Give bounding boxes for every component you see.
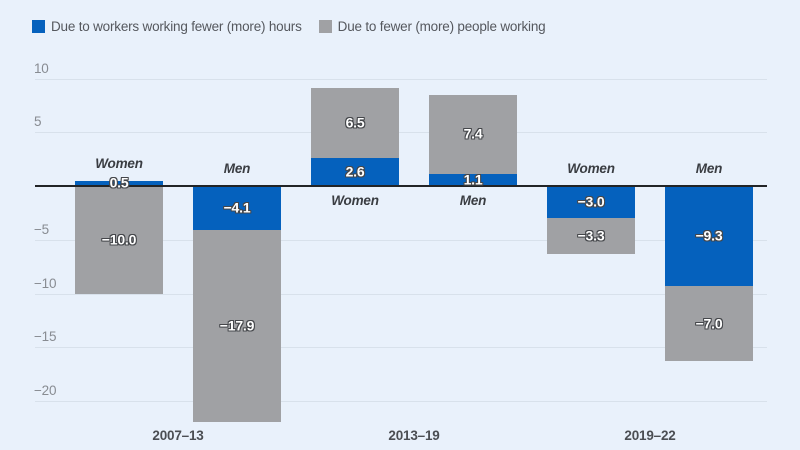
bar-value-label: 0.5 (109, 174, 129, 191)
bar-value-label: −7.0 (695, 315, 723, 332)
y-axis-tick-label: 10 (34, 61, 49, 76)
bar-segment-hours (193, 186, 281, 231)
legend-item-hours: Due to workers working fewer (more) hour… (32, 19, 302, 34)
legend-label-people: Due to fewer (more) people working (337, 19, 546, 34)
bar-segment-hours (75, 180, 163, 186)
bar-segment-hours (311, 158, 399, 186)
legend-label-hours: Due to workers working fewer (more) hour… (51, 19, 302, 34)
bar-value-label: −4.1 (223, 199, 251, 216)
bar-value-label: −3.0 (577, 193, 605, 210)
bar-value-label: −17.9 (219, 317, 255, 334)
bar-value-label: −10.0 (101, 231, 137, 248)
bar-segment-people (75, 186, 163, 294)
gridline (35, 132, 767, 133)
bar-value-label: 1.1 (463, 171, 483, 188)
bar-gender-label: Women (95, 155, 143, 171)
zero-axis-line (35, 185, 767, 187)
bar-value-label: −9.3 (695, 227, 723, 244)
y-axis-tick-label: −5 (34, 222, 49, 237)
gridline (35, 79, 767, 80)
legend-swatch-people (318, 20, 332, 33)
y-axis-tick-label: −15 (34, 329, 57, 344)
bar-value-label: −3.3 (577, 227, 605, 244)
bar-segment-hours (429, 174, 517, 186)
gridline (35, 294, 767, 295)
bar-gender-label: Men (223, 161, 251, 176)
bar-segment-people (193, 230, 281, 423)
y-axis-tick-label: −20 (34, 383, 57, 398)
bar-gender-label: Women (331, 193, 379, 208)
gridline (35, 401, 767, 402)
bar-gender-label: Women (567, 161, 615, 176)
bar-value-label: 6.5 (345, 114, 365, 131)
bar-gender-label: Men (459, 193, 487, 208)
y-axis-tick-label: 5 (34, 114, 42, 129)
gridline (35, 347, 767, 348)
y-axis-tick-label: −10 (34, 276, 57, 291)
bar-segment-hours (665, 186, 753, 286)
bar-segment-people (429, 94, 517, 175)
gridline (35, 240, 767, 241)
bar-value-label: 2.6 (345, 163, 365, 180)
bar-value-label: 7.4 (463, 125, 483, 142)
x-axis-period-label: 2019–22 (624, 428, 676, 443)
legend-swatch-hours (32, 20, 45, 33)
bar-segment-people (547, 218, 635, 254)
bar-segment-people (665, 286, 753, 362)
x-axis-period-label: 2013–19 (388, 428, 440, 443)
chart-legend: Due to workers working fewer (more) hour… (32, 19, 546, 34)
legend-item-people: Due to fewer (more) people working (318, 19, 546, 34)
bar-gender-label: Men (695, 161, 723, 176)
bar-segment-hours (547, 186, 635, 219)
bar-segment-people (311, 88, 399, 159)
x-axis-period-label: 2007–13 (152, 428, 204, 443)
